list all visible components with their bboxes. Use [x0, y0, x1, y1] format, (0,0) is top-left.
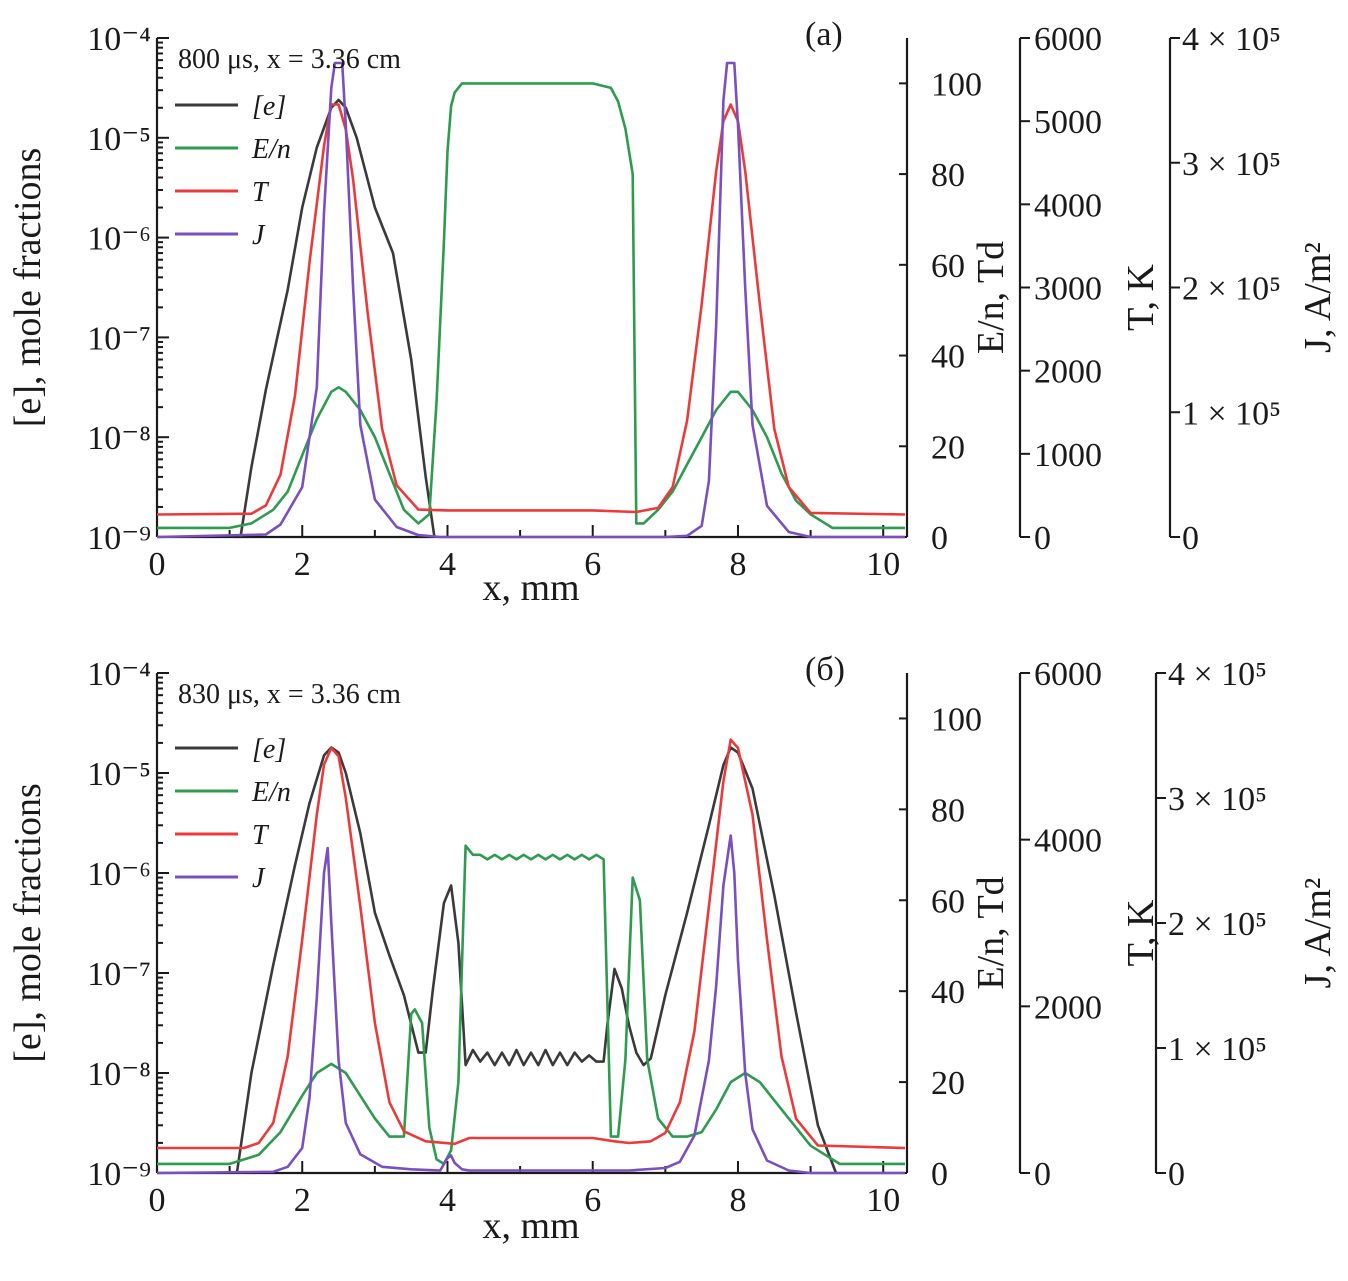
j-tick-label: 3 × 10⁵ [1182, 146, 1281, 183]
j-tick-label: 3 × 10⁵ [1168, 781, 1267, 818]
left-tick-label: 10⁻⁸ [87, 1056, 151, 1093]
legend-label-en: E/n [251, 777, 291, 808]
annotation-position: x = 3.36 cm [267, 679, 401, 710]
x-tick-label: 4 [439, 546, 456, 583]
x-tick-label: 6 [584, 546, 601, 583]
series-e-line [239, 98, 436, 538]
j-tick-label: 2 × 10⁵ [1182, 271, 1281, 308]
left-tick-label: 10⁻⁷ [87, 956, 151, 993]
left-axis-label: [e], mole fractions [7, 148, 49, 428]
left-tick-label: 10⁻⁶ [87, 856, 151, 893]
t-tick-label: 0 [1034, 1156, 1051, 1193]
j-tick-label: 4 × 10⁵ [1182, 21, 1281, 58]
j-tick-label: 2 × 10⁵ [1168, 906, 1267, 943]
j-tick-label: 4 × 10⁵ [1168, 656, 1267, 693]
legend-label-j: J [252, 863, 266, 894]
en-tick-label: 20 [931, 1065, 965, 1102]
en-tick-label: 100 [931, 701, 982, 738]
en-tick-label: 0 [931, 520, 948, 557]
left-tick-label: 10⁻⁴ [87, 656, 151, 693]
t-tick-label: 5000 [1034, 104, 1102, 141]
chart-panel-b: 10⁻⁹ 10⁻⁸ 10⁻⁷ 10⁻⁶ 10⁻⁵ 10⁻⁴ [e], mole fracti… [7, 651, 1339, 1247]
left-axis-label: [e], mole fractions [7, 783, 49, 1063]
left-tick-label: 10⁻⁵ [87, 756, 151, 793]
left-tick-label: 10⁻⁶ [87, 221, 151, 258]
x-tick-label: 0 [149, 1182, 166, 1219]
series-e-line [235, 746, 838, 1174]
left-tick-label: 10⁻⁹ [87, 520, 151, 557]
chart-panel-a: 10⁻⁹ 10⁻⁸ 10⁻⁷ 10⁻⁶ 10⁻⁵ 10⁻⁴ [e], mole fracti… [7, 16, 1339, 609]
t-tick-label: 1000 [1034, 437, 1102, 474]
x-tick-label: 2 [294, 1182, 311, 1219]
j-axis-label: J, A/m² [1297, 878, 1339, 989]
t-tick-label: 6000 [1034, 21, 1102, 58]
annotation-time: 800 μs, [178, 44, 267, 75]
x-tick-label: 6 [584, 1182, 601, 1219]
legend-label-j: J [252, 220, 266, 251]
annotation-time: 830 μs, [178, 679, 267, 710]
annotation-position: x = 3.36 cm [267, 44, 401, 75]
left-tick-label: 10⁻⁴ [87, 21, 151, 58]
j-tick-label: 1 × 10⁵ [1182, 395, 1281, 432]
en-tick-label: 60 [931, 248, 965, 285]
en-tick-label: 0 [931, 1156, 948, 1193]
t-tick-label: 0 [1034, 520, 1051, 557]
legend-label-en: E/n [251, 134, 291, 165]
t-tick-label: 2000 [1034, 989, 1102, 1026]
x-tick-label: 0 [149, 546, 166, 583]
x-axis-label: x, mm [482, 1205, 579, 1247]
legend-label-e: [e] [252, 734, 286, 765]
x-tick-label: 10 [866, 1182, 900, 1219]
en-tick-label: 40 [931, 974, 965, 1011]
panel-label: (б) [805, 651, 845, 688]
en-tick-label: 100 [931, 66, 982, 103]
en-tick-label: 80 [931, 792, 965, 829]
legend-label-e: [e] [252, 91, 286, 122]
en-tick-label: 80 [931, 157, 965, 194]
series-en-line [157, 844, 905, 1166]
series-en-line [157, 82, 905, 530]
t-tick-label: 4000 [1034, 823, 1102, 860]
series-j-line [156, 61, 905, 539]
x-tick-label: 8 [729, 546, 746, 583]
j-tick-label: 0 [1168, 1156, 1185, 1193]
series-j-line [156, 834, 905, 1175]
condition-annotation: 800 μs, x = 3.36 cm [178, 44, 401, 75]
series-t-line [157, 738, 906, 1150]
t-tick-label: 2000 [1034, 354, 1102, 391]
x-tick-label: 8 [729, 1182, 746, 1219]
x-tick-label: 2 [294, 546, 311, 583]
t-tick-label: 6000 [1034, 656, 1102, 693]
left-tick-label: 10⁻⁷ [87, 320, 151, 357]
legend-label-t: T [252, 177, 270, 208]
left-tick-label: 10⁻⁸ [87, 420, 151, 457]
en-tick-label: 60 [931, 883, 965, 920]
t-tick-label: 3000 [1034, 271, 1102, 308]
t-tick-label: 4000 [1034, 187, 1102, 224]
en-tick-label: 40 [931, 339, 965, 376]
series-t-line [156, 103, 906, 516]
x-tick-label: 4 [439, 1182, 456, 1219]
en-tick-label: 20 [931, 429, 965, 466]
left-tick-label: 10⁻⁹ [87, 1156, 151, 1193]
t-axis-label: T, K [1120, 264, 1162, 331]
x-axis-label: x, mm [482, 567, 579, 609]
x-tick-label: 10 [866, 546, 900, 583]
en-axis-label: E/n, Td [970, 876, 1012, 989]
j-tick-label: 1 × 10⁵ [1168, 1031, 1267, 1068]
panel-label: (a) [805, 16, 843, 53]
condition-annotation: 830 μs, x = 3.36 cm [178, 679, 401, 710]
left-tick-label: 10⁻⁵ [87, 121, 151, 158]
j-axis-label: J, A/m² [1297, 242, 1339, 353]
legend-label-t: T [252, 820, 270, 851]
j-tick-label: 0 [1182, 520, 1199, 557]
en-axis-label: E/n, Td [970, 241, 1012, 354]
